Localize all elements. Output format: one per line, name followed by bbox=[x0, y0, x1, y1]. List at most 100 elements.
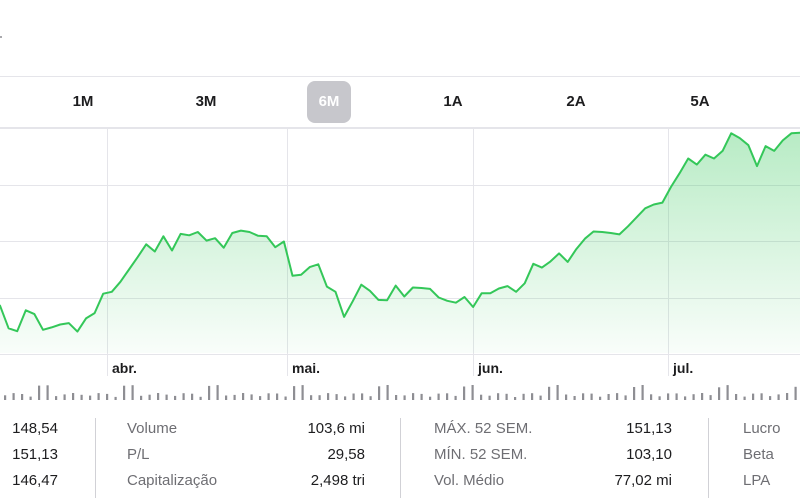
header-fragment bbox=[0, 36, 2, 38]
volume-bar bbox=[131, 385, 134, 400]
stat-row: P/L 29,58 bbox=[127, 442, 365, 468]
volume-bar bbox=[752, 393, 755, 400]
volume-bar bbox=[80, 394, 83, 400]
volume-bar bbox=[72, 393, 75, 400]
volume-bar bbox=[97, 393, 100, 400]
stat-row: 146,47 bbox=[0, 468, 58, 494]
volume-bar bbox=[709, 395, 712, 400]
x-tick-label: jun. bbox=[477, 360, 503, 376]
stat-label: Lucro bbox=[743, 420, 781, 437]
stats-divider bbox=[400, 418, 401, 498]
stat-value: 151,13 bbox=[626, 420, 672, 437]
volume-bar bbox=[497, 393, 500, 400]
volume-bar bbox=[38, 385, 41, 400]
volume-bar bbox=[633, 387, 636, 400]
stat-label: LPA bbox=[743, 472, 771, 489]
volume-bar bbox=[505, 393, 508, 400]
volume-bar bbox=[573, 396, 576, 400]
range-1m-button[interactable]: 1M bbox=[72, 93, 94, 110]
price-chart[interactable]: abr. mai. jun. jul. bbox=[0, 128, 800, 402]
volume-bar bbox=[165, 394, 168, 400]
volume-bar bbox=[182, 393, 185, 400]
volume-bar bbox=[692, 394, 695, 400]
volume-bar bbox=[624, 395, 627, 400]
stat-value: 103,6 mi bbox=[307, 420, 365, 437]
stat-row: MÍN. 52 SEM. 103,10 bbox=[434, 442, 672, 468]
volume-bar bbox=[480, 394, 483, 400]
volume-bar bbox=[471, 385, 474, 400]
volume-bar bbox=[352, 393, 355, 400]
volume-bar bbox=[12, 393, 15, 400]
stat-value: 103,10 bbox=[626, 446, 672, 463]
volume-bar bbox=[361, 393, 364, 400]
stat-row: Capitalização 2,498 tri bbox=[127, 468, 365, 494]
volume-bar bbox=[582, 393, 585, 400]
stats-panel: 148,54 151,13 146,47 Volume 103,6 mi P/L 2… bbox=[0, 410, 800, 500]
volume-bar bbox=[488, 395, 491, 400]
volume-bar bbox=[743, 396, 746, 400]
volume-bar bbox=[106, 393, 109, 400]
volume-bar bbox=[769, 396, 772, 400]
range-1a-button[interactable]: 1A bbox=[443, 93, 463, 110]
volume-bar bbox=[318, 395, 321, 400]
volume-bar bbox=[514, 397, 517, 400]
range-selector: 1M 3M 6M 1A 2A 5A bbox=[0, 76, 800, 128]
stat-row: Vol. Médio 77,02 mi bbox=[434, 468, 672, 494]
volume-bar bbox=[607, 394, 610, 400]
volume-bar bbox=[378, 386, 381, 400]
volume-bar bbox=[429, 396, 432, 400]
stat-label: P/L bbox=[127, 446, 150, 463]
range-5a-button[interactable]: 5A bbox=[690, 93, 710, 110]
stat-row: MÁX. 52 SEM. 151,13 bbox=[434, 416, 672, 442]
volume-bar bbox=[565, 394, 568, 400]
volume-bar bbox=[650, 394, 653, 400]
volume-bar bbox=[259, 396, 262, 400]
volume-bar bbox=[276, 393, 279, 400]
volume-bar bbox=[46, 385, 49, 400]
volume-bar bbox=[301, 385, 304, 400]
stat-label: MÍN. 52 SEM. bbox=[434, 446, 528, 463]
volume-bar bbox=[208, 385, 211, 400]
stat-value: 151,13 bbox=[12, 446, 58, 463]
volume-bar bbox=[786, 393, 789, 400]
stats-divider bbox=[708, 418, 709, 498]
range-3m-button[interactable]: 3M bbox=[195, 93, 217, 110]
volume-bar bbox=[250, 394, 253, 400]
stat-row: Volume 103,6 mi bbox=[127, 416, 365, 442]
volume-bar bbox=[310, 395, 313, 400]
volume-bar bbox=[667, 393, 670, 400]
range-6m-button[interactable]: 6M bbox=[307, 81, 351, 123]
volume-bar bbox=[267, 393, 270, 400]
volume-bars bbox=[4, 385, 797, 400]
x-tick-label: jul. bbox=[672, 360, 693, 376]
stat-value: 77,02 mi bbox=[614, 472, 672, 489]
volume-bar bbox=[216, 385, 219, 400]
x-tick-label: abr. bbox=[112, 360, 137, 376]
range-2a-button[interactable]: 2A bbox=[566, 93, 586, 110]
volume-bar bbox=[335, 394, 338, 400]
stat-value: 146,47 bbox=[12, 472, 58, 489]
volume-bar bbox=[616, 393, 619, 400]
stat-row: 148,54 bbox=[0, 416, 58, 442]
volume-bar bbox=[658, 396, 661, 400]
volume-bar bbox=[199, 396, 202, 400]
stats-col-price: 148,54 151,13 146,47 bbox=[0, 416, 58, 494]
x-axis-labels: abr. mai. jun. jul. bbox=[112, 360, 693, 376]
volume-bar bbox=[344, 396, 347, 400]
stat-row: Lucro bbox=[743, 416, 800, 442]
volume-bar bbox=[463, 386, 466, 400]
x-tick-label: mai. bbox=[292, 360, 320, 376]
volume-bar bbox=[242, 393, 245, 400]
stat-value: 148,54 bbox=[12, 420, 58, 437]
volume-bar bbox=[590, 393, 593, 400]
volume-bar bbox=[556, 385, 559, 400]
volume-bar bbox=[726, 385, 729, 400]
volume-bar bbox=[395, 395, 398, 400]
stat-label: Capitalização bbox=[127, 472, 218, 489]
volume-bar bbox=[29, 396, 32, 400]
stats-col-earnings: Lucro Beta LPA bbox=[743, 416, 800, 494]
volume-bar bbox=[684, 396, 687, 400]
volume-bar bbox=[760, 393, 763, 400]
volume-bar bbox=[412, 393, 415, 400]
stat-row: 151,13 bbox=[0, 442, 58, 468]
